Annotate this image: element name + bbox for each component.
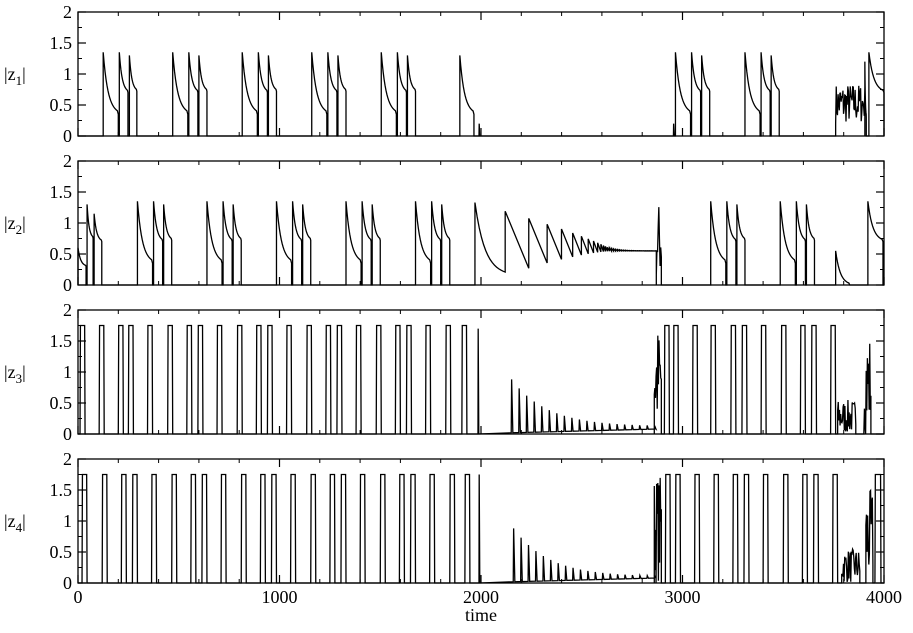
y-tick-label: 2 <box>63 300 72 320</box>
panel-z3: 0 0.5 1 1.5 2 |z3| <box>4 300 885 444</box>
y-tick-label: 0 <box>63 126 72 146</box>
y-tick-label: 0.5 <box>50 95 73 115</box>
series-line-z1 <box>78 52 885 137</box>
panel-z1: 00.511.52|z1| <box>4 2 885 146</box>
y-axis-label-subscript: 2 <box>16 222 23 237</box>
y-axis-label-subscript: 1 <box>16 73 23 88</box>
y-tick-label: 2 <box>63 2 72 22</box>
y-tick-label: 1 <box>63 64 72 84</box>
x-tick-label: 0 <box>74 587 83 607</box>
y-axis-label: |z2| <box>4 213 26 237</box>
x-tick-label: 1000 <box>262 587 298 607</box>
panel-z4: 0 0.5 1 1.5 2 0 1000 2000 3000 4000 time |z4| <box>4 449 902 625</box>
series-line-z4 <box>78 473 884 584</box>
y-axis-label-end: | <box>22 213 26 233</box>
x-axis-label: time <box>465 605 497 625</box>
panel-z2: 00.511.52|z2| <box>4 151 885 295</box>
y-tick-label: 2 <box>63 151 72 171</box>
y-tick-label: 0.5 <box>50 244 73 264</box>
x-tick-label: 3000 <box>665 587 701 607</box>
series-line-z3 <box>78 324 884 435</box>
y-axis-label-main: |z <box>4 64 16 84</box>
y-tick-label: 1.5 <box>50 182 73 202</box>
y-tick-label: 0 <box>63 275 72 295</box>
y-tick-label: 0 <box>63 573 72 593</box>
y-tick-label: 0 <box>63 424 72 444</box>
y-axis-label-subscript: 4 <box>16 520 23 535</box>
y-axis-label-subscript: 3 <box>16 371 23 386</box>
x-tick-label: 4000 <box>866 587 902 607</box>
series-line-z2 <box>77 201 884 286</box>
y-axis-label-main: |z <box>4 362 16 382</box>
plot-frame <box>77 160 885 286</box>
y-tick-label: 1 <box>63 362 72 382</box>
y-tick-label: 1 <box>63 213 72 233</box>
y-axis-label: |z1| <box>4 64 26 88</box>
y-tick-label: 1.5 <box>50 33 73 53</box>
y-tick-label: 1 <box>63 511 72 531</box>
y-axis-label-end: | <box>22 362 26 382</box>
y-axis-label-end: | <box>22 64 26 84</box>
y-axis-label: |z3| <box>4 362 26 386</box>
y-axis-label: |z4| <box>4 511 26 535</box>
y-tick-label: 1.5 <box>50 331 73 351</box>
y-tick-label: 0.5 <box>50 393 73 413</box>
x-tick-label: 2000 <box>463 587 499 607</box>
y-axis-label-main: |z <box>4 511 16 531</box>
y-tick-label: 1.5 <box>50 480 73 500</box>
y-axis-label-end: | <box>22 511 26 531</box>
y-tick-label: 2 <box>63 449 72 469</box>
y-axis-label-main: |z <box>4 213 16 233</box>
y-tick-label: 0.5 <box>50 542 73 562</box>
